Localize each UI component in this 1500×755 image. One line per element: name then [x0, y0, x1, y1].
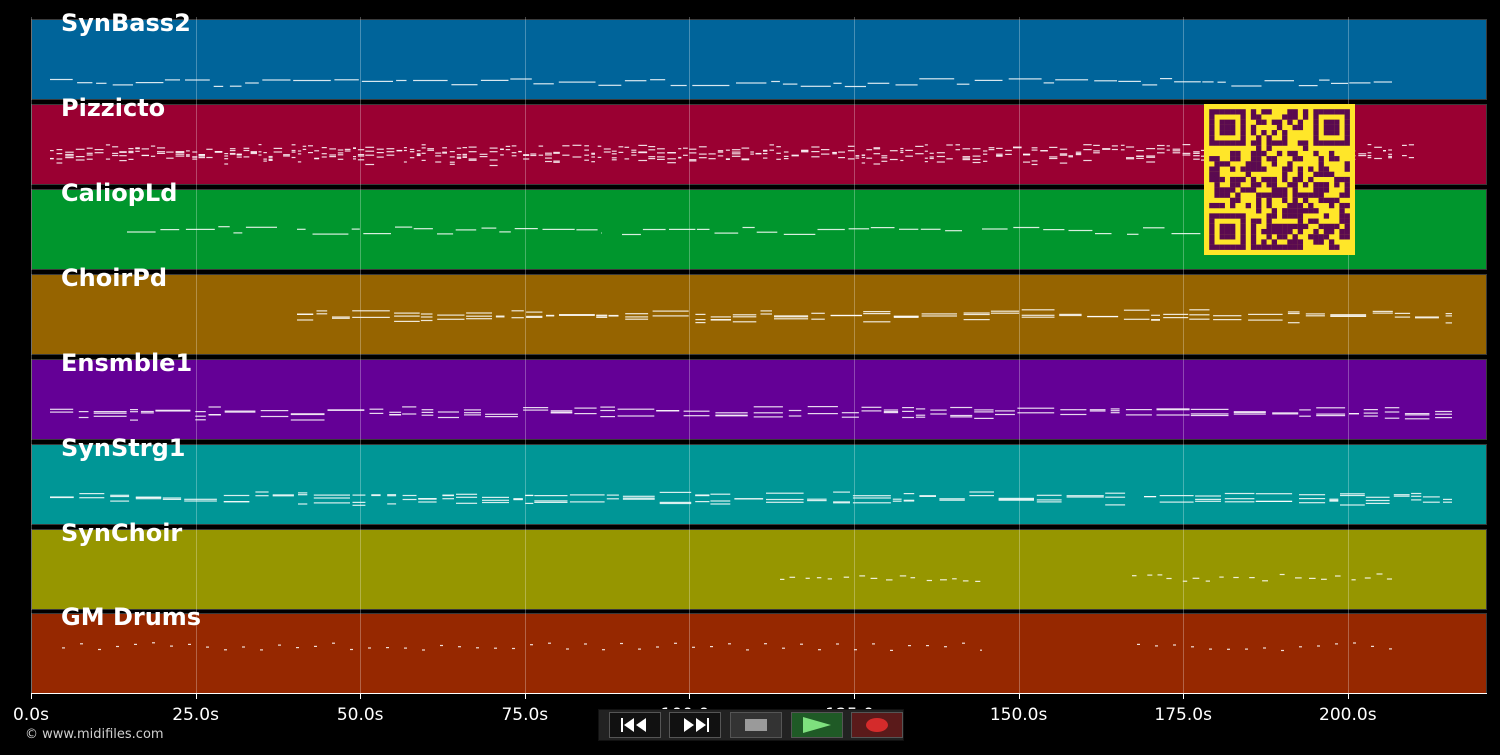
transport-controls — [598, 709, 904, 741]
track-notes — [127, 226, 1201, 236]
gridline — [360, 17, 362, 693]
stop-icon — [745, 719, 767, 731]
track-name: ChoirPd — [61, 264, 168, 292]
track-name: SynChoir — [61, 519, 183, 547]
tick-label: 0.0s — [13, 705, 49, 725]
track-choirpd: ChoirPd — [31, 266, 1487, 355]
tickmark — [1183, 693, 1185, 699]
copyright-text: © www.midifiles.com — [25, 727, 164, 742]
fast-forward-icon — [684, 718, 709, 732]
tick-label: 25.0s — [172, 705, 219, 725]
track-gm-drums: GM Drums — [31, 605, 1487, 694]
tick-label: 50.0s — [336, 705, 384, 725]
record-button[interactable] — [851, 712, 903, 738]
tickmark — [360, 693, 362, 699]
stop-button[interactable] — [730, 712, 782, 738]
gridline — [31, 17, 32, 693]
gridline — [1018, 17, 1020, 693]
track-name: Pizzicto — [61, 94, 166, 122]
track-name: Ensmble1 — [61, 349, 193, 377]
tick-label: 200.0s — [1319, 705, 1377, 725]
play-button[interactable] — [791, 712, 843, 738]
tickmark — [31, 693, 32, 699]
rewind-button[interactable] — [609, 712, 661, 738]
track-ensmble1: Ensmble1 — [31, 351, 1487, 440]
track-name: SynBass2 — [61, 9, 191, 37]
tickmark — [195, 693, 197, 699]
play-icon — [803, 717, 831, 733]
gridline — [524, 17, 526, 693]
track-synbass2: SynBass2 — [31, 11, 1487, 100]
gridline — [689, 17, 691, 693]
tickmark — [689, 693, 691, 699]
track-notes — [50, 491, 1452, 506]
tickmark — [524, 693, 526, 699]
track-notes — [50, 78, 1392, 88]
track-synchoir: SynChoir — [31, 521, 1487, 610]
tickmark — [1347, 693, 1349, 699]
rewind-icon — [621, 718, 646, 732]
gridline — [854, 17, 855, 693]
gridline — [195, 17, 197, 693]
gridline — [1183, 17, 1185, 693]
track-name: GM Drums — [61, 603, 202, 631]
track-notes — [62, 642, 1392, 652]
tick-label: 150.0s — [989, 705, 1048, 725]
track-name: CaliopLd — [61, 179, 178, 207]
track-notes — [50, 406, 1452, 421]
gridline — [1347, 17, 1349, 693]
time-axis — [31, 693, 1487, 694]
tick-label: 175.0s — [1154, 705, 1212, 725]
tickmark — [854, 693, 855, 699]
track-synstrg1: SynStrg1 — [31, 436, 1487, 525]
record-icon — [866, 718, 888, 732]
track-notes — [297, 309, 1452, 324]
tickmark — [1018, 693, 1020, 699]
qr-code — [1204, 104, 1355, 255]
track-notes — [780, 573, 1392, 582]
fast-forward-button[interactable] — [669, 712, 721, 738]
track-name: SynStrg1 — [61, 434, 186, 462]
tick-label: 75.0s — [501, 705, 549, 725]
